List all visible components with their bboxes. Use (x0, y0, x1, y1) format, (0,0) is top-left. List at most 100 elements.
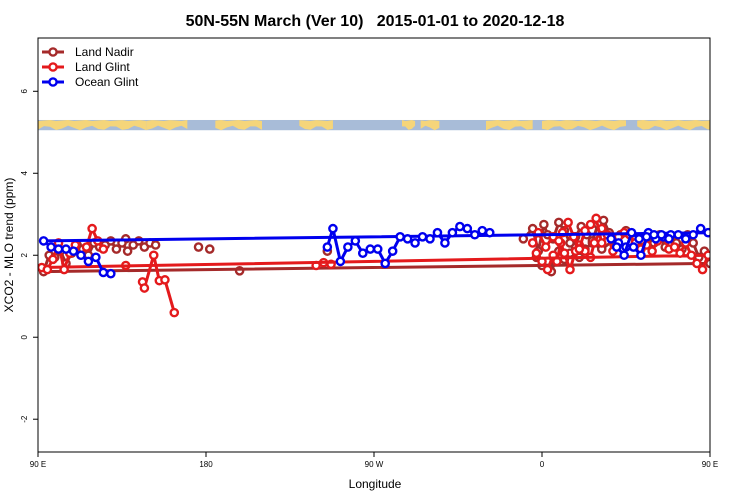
point-land-nadir (688, 238, 699, 248)
point-land-glint (42, 264, 53, 275)
point-land-nadir (598, 215, 609, 226)
point-ocean-glint (641, 232, 652, 242)
point-ocean-glint (688, 229, 699, 240)
x-tick-label: 90 E (30, 460, 46, 469)
point-ocean-glint (365, 244, 376, 254)
point-ocean-glint (322, 242, 333, 252)
point-ocean-glint (634, 234, 644, 244)
point-land-glint (591, 213, 601, 224)
point-land-nadir (122, 246, 133, 256)
point-land-glint (87, 223, 97, 234)
point-ocean-glint (695, 223, 706, 234)
point-ocean-glint (636, 250, 646, 261)
point-ocean-glint (46, 242, 56, 252)
point-land-nadir (554, 217, 564, 228)
point-ocean-glint (425, 234, 435, 244)
series-ocean-glint (38, 221, 710, 279)
map-land-6 (420, 119, 440, 131)
point-ocean-glint (606, 234, 616, 244)
legend-marker-land-glint (48, 62, 58, 72)
point-ocean-glint (83, 256, 94, 267)
map-ocean (38, 119, 710, 131)
map-land-7 (486, 119, 533, 131)
point-land-glint (148, 250, 159, 261)
point-land-glint (585, 219, 596, 230)
point-land-glint (686, 250, 697, 261)
point-ocean-glint (680, 234, 691, 244)
x-tick-label: 90 E (702, 460, 718, 469)
y-tick-label: -2 (20, 415, 29, 423)
point-ocean-glint (410, 238, 420, 248)
legend-marker-land-nadir (48, 47, 58, 57)
point-land-glint (692, 258, 702, 269)
point-ocean-glint (447, 227, 458, 238)
point-ocean-glint (106, 268, 116, 279)
point-ocean-glint (619, 250, 629, 261)
point-ocean-glint (673, 229, 684, 240)
legend-label-land-nadir: Land Nadir (75, 45, 134, 59)
point-ocean-glint (61, 244, 71, 254)
y-tick-label: 2 (20, 252, 29, 257)
point-ocean-glint (372, 244, 383, 254)
map-land-5 (402, 119, 416, 130)
legend-label-ocean-glint: Ocean Glint (75, 75, 139, 89)
point-ocean-glint (335, 256, 346, 267)
legend: Land Nadir Land Glint Ocean Glint (42, 45, 139, 89)
point-ocean-glint (611, 242, 622, 252)
point-land-glint (542, 264, 553, 275)
point-ocean-glint (462, 223, 473, 234)
map-land-3 (215, 119, 262, 131)
point-ocean-glint (395, 232, 405, 242)
point-land-glint (169, 307, 180, 318)
point-land-glint (59, 264, 69, 275)
map-land-9 (637, 119, 710, 131)
point-ocean-glint (455, 221, 465, 232)
point-land-glint (675, 248, 685, 258)
x-tick-label: 0 (540, 460, 545, 469)
x-tick-label: 180 (199, 460, 213, 469)
legend-item-land-nadir: Land Nadir (42, 45, 134, 59)
point-ocean-glint (432, 227, 443, 238)
point-land-glint (559, 248, 570, 258)
legend-marker-ocean-glint (48, 77, 58, 87)
y-tick-label: 6 (20, 89, 29, 94)
x-tick-label: 90 W (365, 460, 384, 469)
point-ocean-glint (98, 267, 109, 278)
point-ocean-glint (38, 236, 49, 246)
point-land-glint (540, 242, 551, 252)
point-land-glint (565, 264, 575, 275)
point-ocean-glint (703, 227, 710, 238)
point-land-glint (596, 238, 607, 248)
point-ocean-glint (477, 225, 488, 236)
y-tick-label: 4 (20, 170, 29, 175)
y-tick-label: 0 (20, 334, 29, 339)
point-land-glint (703, 250, 710, 261)
point-land-glint (98, 244, 109, 254)
legend-item-land-glint: Land Glint (42, 60, 130, 74)
point-land-glint (574, 244, 585, 254)
map-land-4 (299, 119, 333, 130)
point-land-nadir (150, 240, 161, 250)
point-ocean-glint (68, 246, 79, 256)
point-ocean-glint (76, 250, 86, 261)
point-ocean-glint (91, 252, 101, 263)
x-axis-label: Longitude (349, 477, 402, 491)
point-land-glint (554, 236, 564, 246)
point-ocean-glint (328, 223, 338, 234)
point-ocean-glint (357, 248, 368, 258)
legend-label-land-glint: Land Glint (75, 60, 130, 74)
point-ocean-glint (664, 234, 674, 244)
point-ocean-glint (628, 242, 639, 252)
world-map-strip (38, 119, 710, 131)
point-land-glint (589, 238, 600, 248)
point-ocean-glint (484, 227, 495, 238)
point-ocean-glint (387, 246, 398, 256)
point-land-nadir (539, 219, 549, 230)
point-ocean-glint (343, 242, 353, 252)
point-land-glint (563, 217, 573, 228)
point-land-glint (697, 264, 708, 275)
legend-item-ocean-glint: Ocean Glint (42, 75, 139, 89)
point-ocean-glint (626, 227, 637, 238)
point-ocean-glint (350, 236, 361, 246)
point-land-nadir (204, 244, 215, 254)
